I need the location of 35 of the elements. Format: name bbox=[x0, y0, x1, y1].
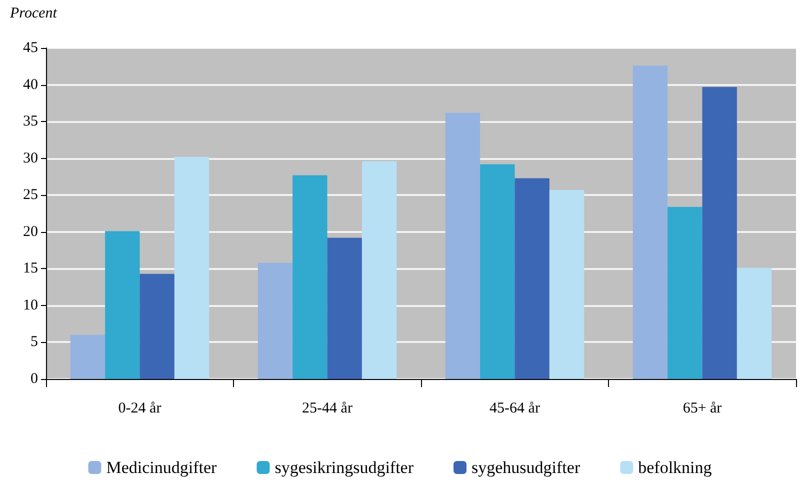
y-tick-label: 10 bbox=[23, 297, 38, 314]
y-tick-label: 25 bbox=[23, 187, 38, 204]
bar bbox=[514, 178, 550, 379]
bar bbox=[140, 274, 174, 379]
bar bbox=[632, 66, 668, 379]
y-tick-label: 0 bbox=[30, 371, 38, 387]
bar bbox=[174, 156, 210, 379]
x-tick-label: 25-44 år bbox=[302, 400, 352, 416]
y-tick-label: 30 bbox=[23, 150, 38, 166]
bar bbox=[480, 164, 515, 379]
bar bbox=[668, 206, 702, 379]
y-tick-label: 45 bbox=[23, 40, 38, 56]
bar bbox=[292, 175, 328, 379]
legend-label: sygehusudgifter bbox=[472, 458, 580, 477]
x-tick-label: 0-24 år bbox=[118, 400, 162, 416]
x-tick-label: 45-64 år bbox=[490, 400, 540, 416]
y-axis-title: Procent bbox=[9, 6, 58, 22]
x-tick-label: 65+ år bbox=[682, 400, 722, 416]
y-tick-label: 5 bbox=[30, 334, 38, 350]
bar bbox=[445, 112, 480, 379]
bar bbox=[702, 86, 737, 379]
legend-label: sygesikringsudgifter bbox=[274, 458, 414, 477]
bar bbox=[549, 190, 584, 379]
bar bbox=[258, 262, 293, 379]
y-tick-label: 40 bbox=[23, 76, 38, 93]
y-tick-label: 15 bbox=[23, 260, 38, 277]
bar bbox=[70, 334, 106, 379]
legend-label: Medicinudgifter bbox=[106, 458, 218, 477]
y-tick-label: 35 bbox=[23, 114, 38, 130]
bar bbox=[105, 231, 140, 379]
bar bbox=[362, 161, 397, 379]
bar bbox=[327, 238, 362, 379]
legend-label: befolkning bbox=[638, 458, 712, 477]
y-tick-label: 20 bbox=[23, 224, 38, 240]
bar bbox=[736, 268, 772, 379]
